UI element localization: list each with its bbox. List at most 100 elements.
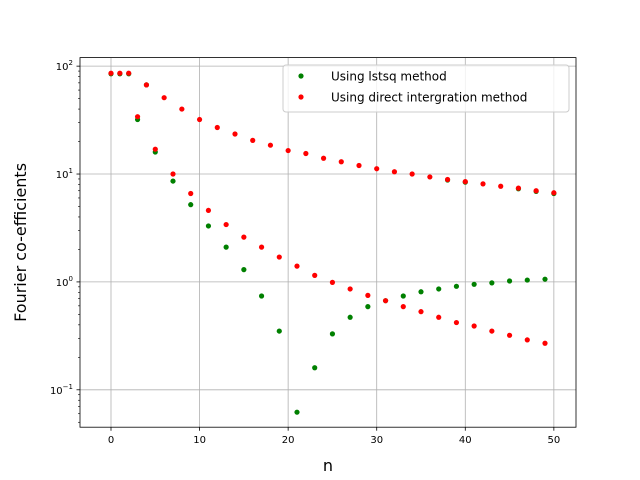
point-direct-integration: [444, 176, 451, 183]
point-lstsq: [205, 223, 212, 229]
x-tick-label: 20: [282, 435, 295, 446]
point-lstsq: [418, 289, 424, 295]
point-lstsq: [436, 286, 442, 292]
y-tick-label: 102: [56, 59, 73, 73]
point-direct-integration: [161, 95, 167, 101]
point-direct-integration: [489, 328, 495, 334]
point-direct-integration: [276, 254, 282, 260]
point-direct-integration: [338, 159, 344, 165]
point-direct-integration: [205, 207, 212, 214]
point-direct-integration: [418, 309, 424, 315]
legend-box: [282, 64, 570, 113]
point-direct-integration: [462, 179, 468, 185]
point-direct-integration: [126, 70, 132, 76]
point-direct-integration: [329, 279, 336, 285]
y-tick-label-base: 10: [56, 170, 69, 181]
legend-label-lstsq: Using lstsq method: [331, 70, 447, 84]
point-direct-integration: [427, 174, 433, 180]
y-tick-label-base: 10: [56, 62, 69, 73]
point-direct-integration: [108, 70, 114, 76]
point-direct-integration: [542, 340, 548, 346]
y-axis-label: Fourier co-efficients: [11, 163, 30, 322]
point-direct-integration: [170, 171, 176, 177]
x-tick-label: 50: [547, 435, 560, 446]
y-tick-label-exponent: 2: [69, 59, 73, 67]
point-direct-integration: [365, 292, 371, 298]
point-lstsq: [471, 281, 477, 287]
point-direct-integration: [312, 272, 318, 278]
legend-marker-lstsq: [298, 73, 304, 79]
point-direct-integration: [267, 142, 274, 148]
y-tick-label-base: 10: [50, 386, 63, 397]
y-tick-label: 100: [56, 275, 73, 289]
plot-area: [80, 57, 576, 428]
y-tick-label: 101: [56, 167, 73, 181]
point-direct-integration: [347, 286, 353, 292]
point-direct-integration: [152, 146, 158, 152]
point-lstsq: [365, 304, 371, 310]
point-direct-integration: [214, 124, 220, 131]
point-direct-integration: [391, 169, 398, 175]
point-lstsq: [506, 278, 513, 284]
legend: Using lstsq method Using direct intergra…: [282, 64, 570, 113]
point-direct-integration: [400, 304, 406, 310]
x-tick-label: 40: [459, 435, 472, 446]
point-lstsq: [241, 267, 247, 273]
x-axis-label: n: [323, 456, 333, 475]
y-tick-label-exponent: −1: [63, 383, 73, 391]
point-direct-integration: [471, 323, 477, 329]
point-direct-integration: [506, 332, 513, 338]
y-tick-label-exponent: 1: [69, 167, 73, 175]
x-tick-label: 30: [370, 435, 383, 446]
point-lstsq: [223, 244, 229, 250]
point-direct-integration: [179, 106, 185, 112]
point-direct-integration: [453, 319, 460, 326]
point-direct-integration: [303, 150, 309, 157]
point-direct-integration: [294, 263, 300, 269]
y-tick-label-base: 10: [56, 278, 69, 289]
point-direct-integration: [356, 162, 362, 169]
point-direct-integration: [533, 188, 539, 194]
point-direct-integration: [117, 70, 123, 76]
point-direct-integration: [374, 166, 380, 172]
point-lstsq: [170, 178, 176, 184]
x-tick-label: 10: [193, 435, 206, 446]
point-direct-integration: [143, 82, 150, 88]
point-lstsq: [524, 277, 530, 283]
point-direct-integration: [258, 244, 265, 250]
point-direct-integration: [250, 137, 256, 143]
point-lstsq: [276, 328, 282, 334]
point-direct-integration: [196, 116, 203, 123]
y-tick-label-exponent: 0: [69, 275, 73, 283]
legend-label-direct-integration: Using direct intergration method: [331, 91, 527, 105]
point-lstsq: [489, 280, 495, 286]
point-lstsq: [329, 331, 336, 337]
point-direct-integration: [134, 114, 141, 120]
point-lstsq: [542, 276, 548, 282]
point-direct-integration: [188, 190, 194, 197]
point-lstsq: [312, 365, 318, 371]
point-lstsq: [258, 293, 265, 299]
x-tick-label: 0: [108, 435, 114, 446]
point-lstsq: [400, 293, 406, 299]
point-lstsq: [453, 283, 460, 289]
point-direct-integration: [480, 181, 486, 187]
point-direct-integration: [320, 155, 327, 161]
point-lstsq: [188, 202, 194, 208]
point-direct-integration: [232, 131, 238, 137]
data-points: [108, 70, 557, 415]
plot-frame: [79, 57, 577, 428]
point-direct-integration: [241, 234, 247, 240]
point-direct-integration: [223, 221, 229, 228]
point-direct-integration: [515, 185, 522, 191]
point-direct-integration: [436, 314, 442, 320]
y-tick-label: 10−1: [50, 383, 73, 397]
legend-marker-direct-integration: [298, 94, 304, 100]
point-direct-integration: [409, 171, 415, 177]
point-direct-integration: [498, 183, 504, 189]
point-lstsq: [294, 409, 300, 415]
point-lstsq: [347, 314, 353, 320]
point-direct-integration: [524, 337, 530, 343]
